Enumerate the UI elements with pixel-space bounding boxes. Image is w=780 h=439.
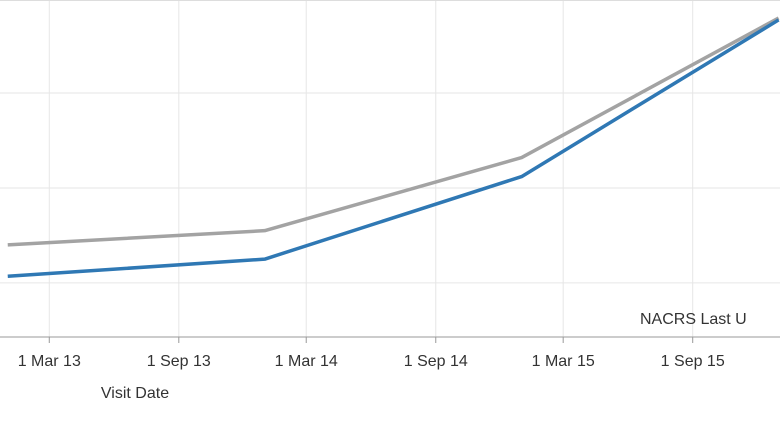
x-tick-label: 1 Mar 14 xyxy=(275,353,338,370)
x-tick-label: 1 Sep 15 xyxy=(661,353,725,370)
x-tick-label: 1 Mar 15 xyxy=(532,353,595,370)
series-line xyxy=(7,16,780,247)
x-tick-label: 1 Mar 13 xyxy=(18,353,81,370)
x-tick-label: 1 Sep 13 xyxy=(147,353,211,370)
x-axis-title: Visit Date xyxy=(101,385,169,402)
x-tick-label: 1 Sep 14 xyxy=(404,353,468,370)
annotation: NACRS Last U xyxy=(640,311,747,328)
series-line xyxy=(7,18,780,278)
